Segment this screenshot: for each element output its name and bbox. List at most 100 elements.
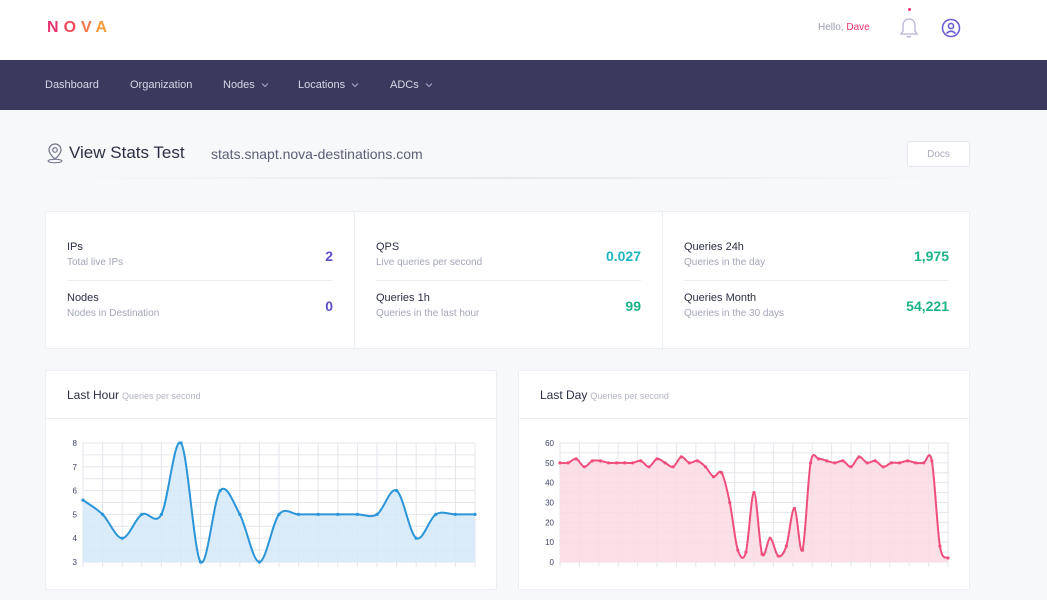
data-point xyxy=(614,461,619,465)
nav-nodes[interactable]: Nodes xyxy=(223,79,269,91)
data-point xyxy=(639,459,643,463)
nav-organization[interactable]: Organization xyxy=(130,79,193,91)
data-point xyxy=(938,544,942,548)
data-point xyxy=(881,465,885,469)
bell-icon[interactable] xyxy=(898,16,920,40)
destination-domain: stats.snapt.nova-destinations.com xyxy=(211,146,423,162)
stat-queries-month: Queries Month Queries in the 30 days 54,… xyxy=(684,292,949,319)
nav-dashboard[interactable]: Dashboard xyxy=(45,79,99,91)
divider xyxy=(45,177,969,179)
data-point xyxy=(792,506,797,511)
data-point xyxy=(873,459,877,463)
data-point xyxy=(140,512,144,516)
y-tick-label: 50 xyxy=(545,459,554,468)
data-point xyxy=(159,512,163,516)
y-tick-label: 7 xyxy=(73,463,78,472)
stats-column-queries: Queries 24h Queries in the day 1,975 Que… xyxy=(662,212,970,350)
y-tick-label: 20 xyxy=(545,518,554,527)
data-point xyxy=(655,457,659,461)
data-point xyxy=(316,512,320,516)
nav-locations[interactable]: Locations xyxy=(298,79,359,91)
docs-button[interactable]: Docs xyxy=(907,141,970,167)
data-point xyxy=(857,455,861,459)
stat-value: 0 xyxy=(325,298,333,314)
notification-dot xyxy=(908,8,911,11)
data-point xyxy=(101,512,105,516)
data-point xyxy=(453,512,457,516)
data-point xyxy=(671,465,675,469)
stat-value: 54,221 xyxy=(906,298,949,314)
chart-card-last-day: Last Day Queries per second 0 10 20 30 40 50 60 xyxy=(518,370,970,590)
data-point xyxy=(663,461,667,465)
data-point xyxy=(277,512,281,516)
data-point xyxy=(257,560,261,564)
chart-subtitle: Queries per second xyxy=(590,391,669,401)
user-avatar-icon[interactable] xyxy=(940,17,962,39)
location-pin-icon xyxy=(47,143,63,164)
stat-queries-1h: Queries 1h Queries in the last hour 99 xyxy=(376,292,641,319)
chart-title: Last Hour Queries per second xyxy=(67,388,201,402)
data-point xyxy=(598,459,603,463)
nav-adcs[interactable]: ADCs xyxy=(390,79,433,91)
stats-column-qps: QPS Live queries per second 0.027 Querie… xyxy=(354,212,662,350)
data-point xyxy=(736,548,740,552)
data-point xyxy=(752,490,756,495)
series-area xyxy=(560,454,948,562)
data-point xyxy=(720,471,724,475)
data-point xyxy=(606,461,611,465)
data-point xyxy=(776,554,780,558)
data-point xyxy=(375,512,379,516)
data-point xyxy=(841,459,845,463)
y-tick-label: 60 xyxy=(545,439,554,448)
data-point xyxy=(218,489,222,493)
stat-qps: QPS Live queries per second 0.027 xyxy=(376,212,641,281)
data-point xyxy=(574,457,578,461)
data-point xyxy=(395,489,399,493)
data-point xyxy=(179,441,183,445)
data-point xyxy=(566,461,570,465)
data-point xyxy=(414,536,418,540)
data-point xyxy=(703,465,708,469)
data-point xyxy=(760,552,764,556)
user-name: Dave xyxy=(846,22,870,33)
data-point xyxy=(800,548,805,552)
data-point xyxy=(695,459,700,463)
stat-queries-24h: Queries 24h Queries in the day 1,975 xyxy=(684,212,949,281)
data-point xyxy=(355,512,359,516)
last-day-chart: 0 10 20 30 40 50 60 xyxy=(545,439,950,567)
data-point xyxy=(623,461,627,465)
y-tick-label: 10 xyxy=(545,538,554,547)
data-point xyxy=(590,459,594,463)
y-tick-label: 4 xyxy=(73,534,78,543)
chevron-down-icon xyxy=(351,83,359,88)
data-point xyxy=(81,498,85,502)
stat-value: 2 xyxy=(325,248,333,264)
stats-panel: IPs Total live IPs 2 Nodes Nodes in Dest… xyxy=(45,211,970,350)
data-point xyxy=(679,455,683,459)
data-point xyxy=(687,461,691,465)
greeting: Hello, Dave xyxy=(818,22,870,33)
data-point xyxy=(930,459,934,463)
data-point xyxy=(905,459,910,463)
data-point xyxy=(647,465,651,469)
stat-value: 99 xyxy=(625,298,641,314)
data-point xyxy=(914,461,918,465)
last-hour-chart: 3 4 5 6 7 8 xyxy=(73,439,477,567)
nova-logo[interactable]: NOVA xyxy=(47,19,113,36)
data-point xyxy=(865,461,869,465)
chart-subtitle: Queries per second xyxy=(122,391,201,401)
stat-value: 0.027 xyxy=(605,248,641,264)
data-point xyxy=(434,512,438,516)
series-area xyxy=(83,442,475,563)
data-point xyxy=(768,536,772,540)
y-tick-label: 0 xyxy=(550,558,555,567)
data-point xyxy=(336,512,340,516)
data-point xyxy=(558,461,562,465)
data-point xyxy=(825,459,829,463)
chevron-down-icon xyxy=(425,83,433,88)
data-point xyxy=(473,512,477,516)
data-point xyxy=(582,465,586,469)
y-tick-label: 3 xyxy=(73,558,78,567)
data-point xyxy=(849,465,853,469)
data-point xyxy=(833,461,837,465)
